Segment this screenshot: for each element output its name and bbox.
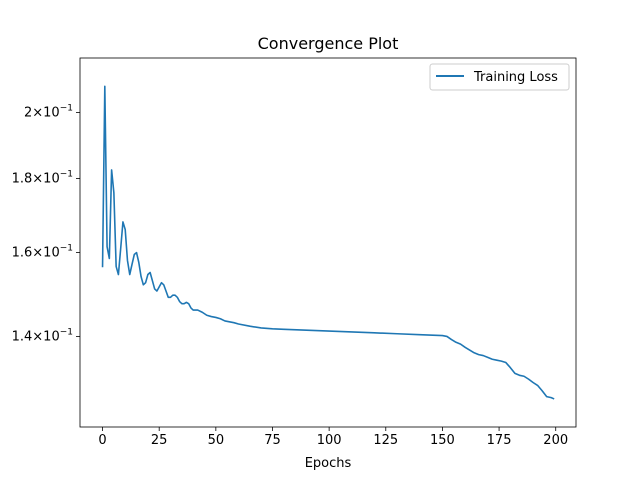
chart-title: Convergence Plot <box>258 34 399 53</box>
x-axis-label: Epochs <box>305 456 352 471</box>
y-tick-label: 1.6×10−1 <box>12 244 73 261</box>
x-tick-label: 25 <box>151 433 168 448</box>
legend-label: Training Loss <box>473 70 558 85</box>
x-tick-label: 100 <box>317 433 342 448</box>
y-tick-label: 2×10−1 <box>24 103 73 120</box>
legend: Training Loss <box>429 63 570 91</box>
y-tick-label: 1.4×10−1 <box>12 327 73 344</box>
x-tick-label: 125 <box>373 433 398 448</box>
plot-background <box>80 58 576 427</box>
series-line-training-loss <box>101 85 555 400</box>
series-layer <box>101 85 555 400</box>
x-tick-label: 150 <box>430 433 455 448</box>
y-axis: 1.4×10−1 1.6×10−1 1.8×10−1 2×10−1 <box>12 103 80 344</box>
x-tick-label: 75 <box>264 433 281 448</box>
y-tick-label: 1.8×10−1 <box>12 170 73 187</box>
plot-frame <box>79 57 577 428</box>
x-tick-label: 0 <box>98 433 106 448</box>
plot-area <box>79 57 577 428</box>
legend-box <box>429 63 570 91</box>
x-tick-label: 50 <box>208 433 225 448</box>
x-axis: 0 25 50 75 100 125 150 175 200 <box>98 427 568 448</box>
x-tick-label: 200 <box>543 433 568 448</box>
x-tick-label: 175 <box>487 433 512 448</box>
